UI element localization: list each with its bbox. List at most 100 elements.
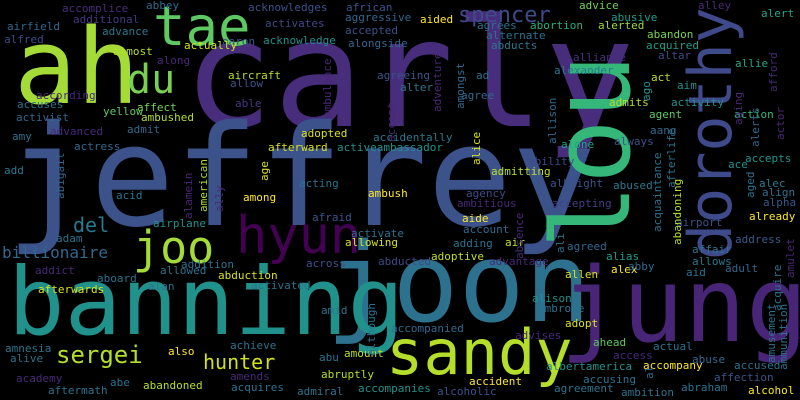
word-ahead: ahead [593, 336, 627, 349]
word-ace: ace [728, 158, 748, 171]
word-billionaire: billionaire [2, 243, 108, 262]
word-abuse: abuse [692, 353, 726, 366]
word-able: able [235, 97, 262, 110]
word-access: access [613, 349, 653, 362]
word-across: across [306, 257, 346, 270]
word-allen: allen [565, 268, 599, 281]
word-air: air [505, 236, 525, 249]
word-accuses: accuses [17, 98, 64, 111]
word-accepts: accepts [745, 152, 792, 165]
word-yellow: yellow [103, 105, 143, 118]
word-abby: abby [628, 260, 655, 273]
word-aging: aging [732, 91, 745, 125]
word-ali: ali [554, 233, 567, 253]
word-du: du [127, 57, 176, 103]
word-admits: admits [609, 96, 649, 109]
word-allowed: allowed [160, 264, 207, 277]
word-accompanies: accompanies [358, 382, 431, 395]
word-accusing: accusing [583, 373, 636, 386]
word-sandy: sandy [386, 316, 573, 389]
word-abortion: abortion [530, 19, 583, 32]
word-abduction: abduction [218, 269, 278, 282]
word-amid: amid [321, 304, 348, 317]
word-achieve: achieve [230, 339, 277, 352]
word-allowing: allowing [345, 236, 398, 249]
word-adam: adam [56, 232, 83, 245]
word-aided: aided [420, 13, 454, 26]
word-advises: advises [515, 329, 562, 342]
word-albertamerica: albertamerica [546, 360, 633, 373]
word-accept: accept [385, 102, 398, 142]
word-amulet: amulet [784, 238, 797, 278]
word-ammunition: ammunition [777, 303, 790, 370]
word-agreeing: agreeing [377, 69, 430, 82]
word-adoptive: adoptive [431, 250, 484, 263]
word-age: age [258, 161, 271, 181]
word-advance: advance [102, 25, 149, 38]
word-amnesia: amnesia [5, 342, 52, 355]
word-add: add [4, 164, 24, 177]
word-american: american [197, 159, 210, 212]
word-admitting: admitting [491, 165, 551, 178]
word-ambush: ambush [368, 187, 408, 200]
word-alcohol: alcohol [748, 384, 795, 397]
word-alerted: alerted [598, 19, 645, 32]
word-activity: activity [671, 96, 724, 109]
word-alerts: alerts [749, 107, 762, 147]
word-abusive: abusive [611, 11, 658, 24]
word-airplane: airplane [153, 217, 206, 230]
word-affair: affair [692, 243, 732, 256]
word-alter: alter [400, 81, 434, 94]
word-allow: allow [230, 77, 264, 90]
word-ambrose: ambrose [538, 302, 585, 315]
word-ability: ability [528, 155, 575, 168]
word-alexander: alexander [554, 64, 614, 77]
word-amount: amount [344, 347, 384, 360]
word-alice: alice [470, 131, 483, 165]
word-act: act [651, 71, 671, 84]
word-absence: absence [513, 212, 526, 259]
word-addition: addition [181, 258, 234, 271]
word-albright: albright [550, 177, 603, 190]
word-alley: alley [698, 0, 732, 12]
word-abraham: abraham [681, 381, 728, 394]
word-acting: acting [299, 177, 339, 190]
word-alan: alan [148, 280, 175, 293]
word-abandon: abandon [647, 28, 694, 41]
word-alias: alias [606, 250, 640, 263]
word-adult: adult [725, 262, 759, 275]
word-agent: agent [649, 108, 683, 121]
word-agrees: agrees [477, 19, 517, 32]
word-alec: alec [759, 177, 786, 190]
word-allie: allie [735, 57, 769, 70]
word-action: action [734, 108, 774, 121]
word-academy: academy [16, 372, 63, 385]
word-accepted: accepted [345, 24, 398, 37]
word-admit: admit [127, 123, 161, 136]
word-ally: ally [213, 185, 226, 213]
word-abe: abe [110, 376, 130, 389]
word-amends: amends [230, 370, 270, 383]
word-adopted: adopted [301, 127, 348, 140]
word-accomplice: accomplice [62, 2, 129, 15]
word-allows: allows [692, 255, 732, 268]
word-aboard: aboard [97, 272, 137, 285]
word-tae: tae [153, 0, 251, 58]
word-abbey: abbey [146, 0, 180, 12]
word-alex: alex [611, 263, 638, 276]
word-adding: adding [453, 237, 493, 250]
word-also: also [168, 345, 195, 358]
word-hyun: hyun [236, 206, 362, 266]
word-always: always [614, 135, 654, 148]
word-adopt: adopt [565, 317, 599, 330]
word-abandoning: abandoning [671, 178, 684, 245]
word-aim: aim [677, 79, 697, 92]
word-afraid: afraid [312, 211, 352, 224]
word-aftermath: aftermath [48, 384, 108, 397]
word-sergei: sergei [56, 341, 143, 369]
word-advantage: advantage [489, 255, 549, 268]
word-jeffrey: jeffrey [6, 96, 597, 259]
word-ambulance: ambulance [321, 58, 334, 118]
word-abused: abused [613, 179, 653, 192]
